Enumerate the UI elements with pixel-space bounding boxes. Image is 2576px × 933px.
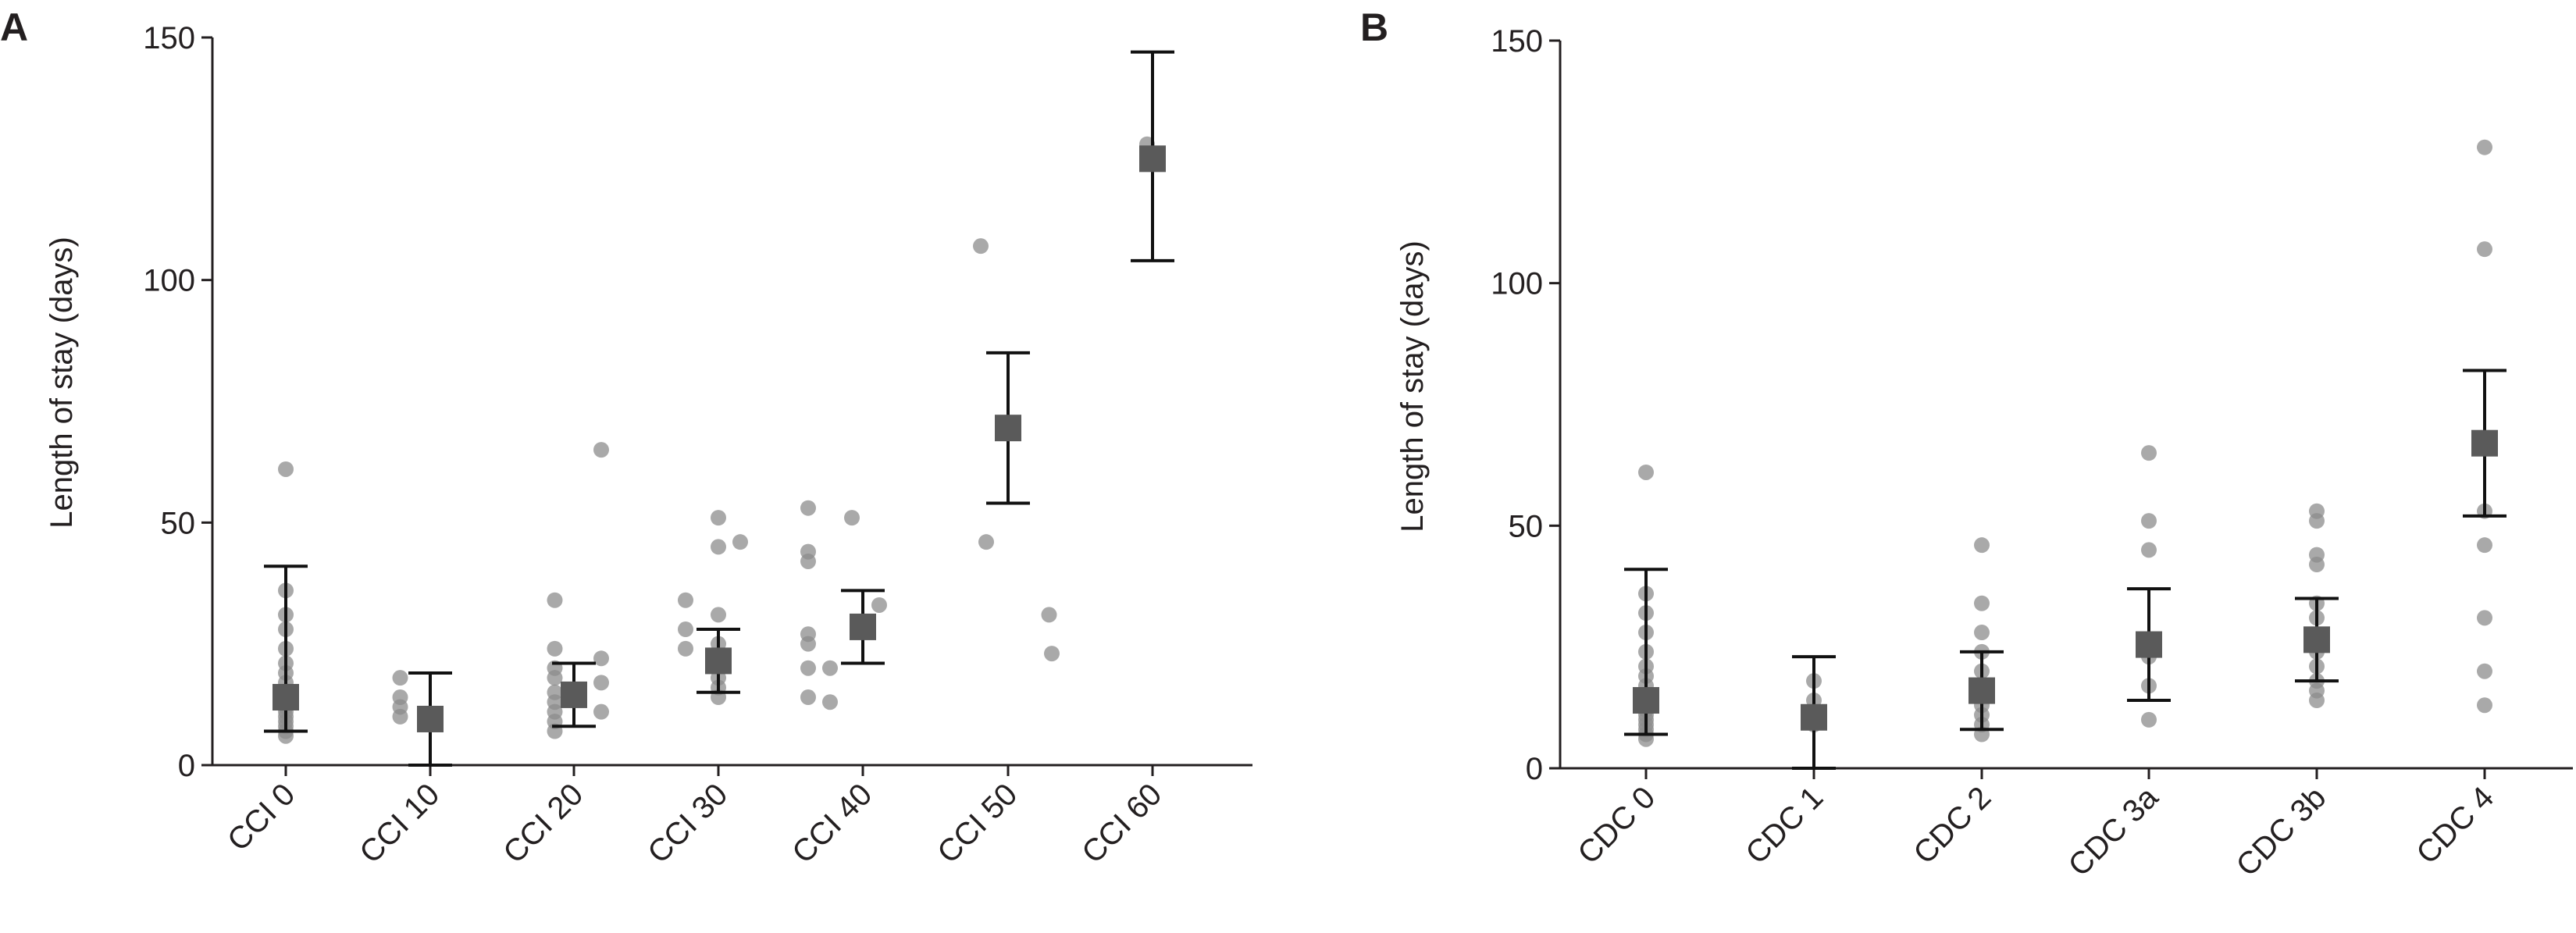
panel-a-point-4-7 xyxy=(822,660,838,676)
panel-a-y-tick-label-100: 100 xyxy=(143,264,195,298)
panel-b-point-3-5 xyxy=(2141,711,2157,728)
panel-a-y-tick-label-0: 0 xyxy=(178,749,195,783)
panel-a-x-ticks: CCI 0 CCI 10 CCI 20 CCI 30 CCI 40 CCI 50 CCI 6… xyxy=(221,765,1168,870)
panel-a-x-tick-label-2: CCI 20 xyxy=(497,777,590,870)
panel-a-y-tick-label-50: 50 xyxy=(161,506,196,540)
panel-a-means xyxy=(273,145,1166,732)
panel-b-y-ticks: 0 50 100 150 xyxy=(1491,24,1560,786)
panel-a-point-2-1 xyxy=(547,640,563,657)
panel-a-point-5-2 xyxy=(1041,607,1057,623)
panel-b-point-5-1 xyxy=(2477,241,2492,258)
panel-a-point-2-12 xyxy=(593,703,609,720)
panel-b-letter: B xyxy=(1360,5,1388,49)
panel-b-mean-0 xyxy=(1633,687,1659,714)
panel-b-y-tick-label-0: 0 xyxy=(1526,752,1543,786)
panel-a-point-3-0 xyxy=(678,592,693,608)
panel-b-x-tick-label-5: CDC 4 xyxy=(2410,780,2500,871)
panel-a-point-2-0 xyxy=(547,592,563,608)
panel-b-x-tick-label-3: CDC 3a xyxy=(2062,780,2165,883)
panel-a-mean-3 xyxy=(705,647,732,675)
panel-a-point-3-4 xyxy=(711,539,726,555)
panel-b-point-3-0 xyxy=(2141,445,2157,461)
panel-a-point-5-3 xyxy=(1044,646,1060,662)
panel-a-mean-6 xyxy=(1139,145,1166,173)
panel-a-point-4-8 xyxy=(822,694,838,710)
panel-a-mean-5 xyxy=(995,415,1021,442)
panel-b-point-2-0 xyxy=(1974,537,1990,554)
panel-a-x-tick-label-5: CCI 50 xyxy=(931,777,1024,870)
panel-a-y-tick-label-150: 150 xyxy=(143,21,195,55)
panel-a-point-3-3 xyxy=(711,510,726,526)
panel-a-point-3-1 xyxy=(678,621,693,638)
panel-b-point-5-5 xyxy=(2477,663,2492,679)
panel-a-mean-2 xyxy=(561,681,587,708)
panel-a-point-4-5 xyxy=(800,660,816,676)
panel-b-point-0-0 xyxy=(1638,464,1654,480)
panel-b-point-4-11 xyxy=(2309,693,2325,709)
panel-a-x-tick-label-3: CCI 30 xyxy=(641,777,734,870)
panel-b-x-tick-label-0: CDC 0 xyxy=(1571,780,1662,871)
panel-b-x-ticks: CDC 0 CDC 1 CDC 2 CDC 3a CDC 3b CDC 4 xyxy=(1571,768,2500,883)
panel-b-y-tick-label-100: 100 xyxy=(1491,267,1543,301)
panel-b-y-tick-label-150: 150 xyxy=(1491,24,1543,59)
panel-b-point-5-0 xyxy=(2477,139,2492,155)
panel-a-x-tick-label-6: CCI 60 xyxy=(1075,777,1168,870)
panel-b-point-3-2 xyxy=(2141,542,2157,558)
panel-a-point-4-10 xyxy=(871,596,887,613)
panel-a-point-3-11 xyxy=(732,534,748,550)
panel-a-point-0-0 xyxy=(278,461,294,477)
panel-b-x-tick-label-4: CDC 3b xyxy=(2230,780,2333,883)
panel-b-point-5-6 xyxy=(2477,697,2492,714)
panel-a-point-4-6 xyxy=(800,689,816,706)
panel-b-x-tick-label-1: CDC 1 xyxy=(1739,780,1830,871)
panel-b-y-axis-label: Length of stay (days) xyxy=(1395,240,1430,532)
panel-b-error-bars xyxy=(1624,369,2507,770)
panel-b-point-2-2 xyxy=(1974,625,1990,641)
panel-b-point-2-1 xyxy=(1974,595,1990,611)
panel-a-x-tick-label-0: CCI 0 xyxy=(221,777,301,857)
panel-a-x-tick-label-1: CCI 10 xyxy=(353,777,446,870)
panel-a-x-tick-label-4: CCI 40 xyxy=(786,777,878,870)
panel-b-point-5-4 xyxy=(2477,610,2492,626)
panel-b-point-4-3 xyxy=(2309,557,2325,573)
panel-a-point-4-4 xyxy=(800,636,816,652)
panel-b-mean-5 xyxy=(2471,429,2498,457)
panel-a-error-bars xyxy=(264,50,1174,767)
panel-b-y-tick-label-50: 50 xyxy=(1509,509,1544,543)
panel-a-point-3-2 xyxy=(678,640,693,657)
panel-a-point-2-11 xyxy=(593,675,609,691)
panel-a-point-4-2 xyxy=(800,554,816,570)
panel-b-x-tick-label-2: CDC 2 xyxy=(1907,780,1997,871)
panel-a-mean-4 xyxy=(850,613,876,640)
panel-a-y-ticks: 0 50 100 150 xyxy=(143,21,212,783)
panel-b-mean-4 xyxy=(2303,626,2330,653)
panel-a-point-5-0 xyxy=(973,238,989,255)
panel-b-point-5-3 xyxy=(2477,537,2492,554)
panel-a-point-2-10 xyxy=(593,650,609,667)
panel-a-point-4-0 xyxy=(800,500,816,516)
panel-b-mean-3 xyxy=(2136,631,2162,658)
panel-a-point-3-5 xyxy=(711,607,726,623)
panel-b-point-4-1 xyxy=(2309,513,2325,529)
panel-b-points xyxy=(1638,139,2492,747)
panel-a-mean-1 xyxy=(417,705,444,732)
panel-a-point-4-9 xyxy=(844,510,860,526)
panel-b-mean-1 xyxy=(1801,703,1827,731)
panel-a-letter: A xyxy=(0,5,28,49)
panel-a-y-axis-label: Length of stay (days) xyxy=(45,237,79,529)
panel-a-mean-0 xyxy=(273,684,299,711)
panel-a-point-5-1 xyxy=(978,534,994,550)
panel-a-point-2-9 xyxy=(593,442,609,458)
panel-b-mean-2 xyxy=(1969,677,1995,704)
panel-a-point-1-0 xyxy=(392,670,408,686)
panel-b-point-3-1 xyxy=(2141,513,2157,529)
panel-a-point-2-3 xyxy=(547,670,563,686)
panel-a-point-1-3 xyxy=(392,708,408,725)
panel-b-means xyxy=(1633,429,2498,731)
